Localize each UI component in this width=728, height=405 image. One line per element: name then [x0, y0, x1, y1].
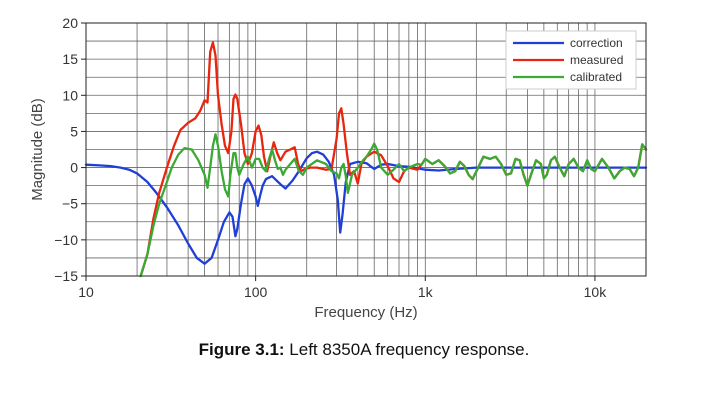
x-tick-label: 10k	[584, 284, 608, 300]
y-tick-label: −10	[54, 232, 78, 248]
y-tick-label: 10	[62, 87, 78, 103]
figure-caption: Figure 3.1: Left 8350A frequency respons…	[0, 340, 728, 360]
x-axis-label: Frequency (Hz)	[314, 304, 417, 321]
series-line-calibrated	[139, 133, 648, 278]
series-lines	[84, 41, 648, 278]
x-tick-label: 100	[244, 284, 268, 300]
figure-caption-text: Left 8350A frequency response.	[284, 340, 530, 359]
y-tick-label: −15	[54, 268, 78, 284]
legend-label-measured: measured	[570, 53, 623, 67]
frequency-response-chart: −15 −10 −5 0 5 10 15 20 10 100 1k 10k correction me…	[29, 15, 648, 321]
y-tick-label: 15	[62, 51, 78, 67]
plot-frame	[85, 22, 647, 277]
y-tick-label: 20	[62, 15, 78, 31]
y-tick-label: −5	[62, 196, 78, 212]
x-tick-label: 10	[78, 284, 94, 300]
legend-label-calibrated: calibrated	[570, 70, 622, 84]
x-tick-label: 1k	[418, 284, 434, 300]
legend: correction measured calibrated	[505, 30, 637, 90]
figure-caption-label: Figure 3.1:	[198, 340, 285, 359]
legend-label-correction: correction	[570, 36, 623, 50]
x-axis-ticks: 10 100 1k 10k	[78, 276, 607, 300]
y-axis-ticks: −15 −10 −5 0 5 10 15 20	[54, 15, 86, 284]
series-line-correction	[84, 150, 648, 265]
y-tick-label: 5	[70, 123, 78, 139]
y-axis-label: Magnitude (dB)	[29, 98, 46, 201]
y-tick-label: 0	[70, 160, 78, 176]
